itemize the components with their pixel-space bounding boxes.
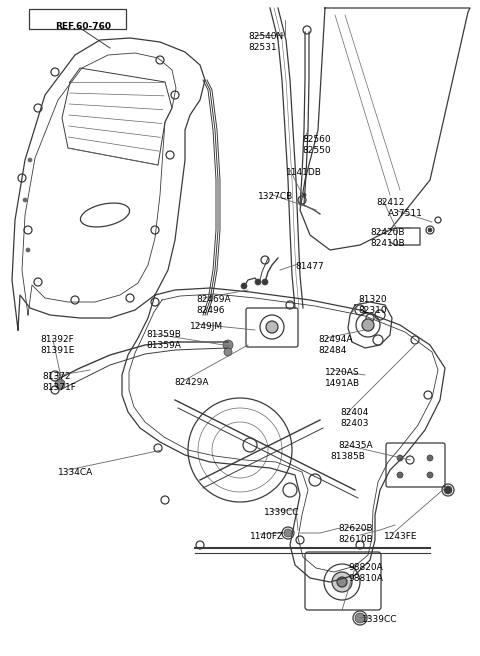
Text: 82410B: 82410B <box>370 239 405 248</box>
Circle shape <box>428 228 432 232</box>
Text: 82469A: 82469A <box>196 295 230 304</box>
Circle shape <box>427 472 433 478</box>
Text: 81320: 81320 <box>358 295 386 304</box>
Circle shape <box>397 455 403 461</box>
Text: 82420B: 82420B <box>370 228 405 237</box>
Text: 1141DB: 1141DB <box>286 168 322 177</box>
Circle shape <box>223 340 233 350</box>
Text: 1334CA: 1334CA <box>58 468 93 477</box>
Circle shape <box>262 279 268 285</box>
Circle shape <box>337 577 347 587</box>
Text: 1327CB: 1327CB <box>258 192 293 201</box>
Circle shape <box>241 283 247 289</box>
Text: 1339CC: 1339CC <box>264 508 300 517</box>
Text: 82550: 82550 <box>302 146 331 155</box>
Text: A37511: A37511 <box>388 209 423 218</box>
Circle shape <box>224 348 232 356</box>
Text: 1220AS: 1220AS <box>325 368 360 377</box>
Circle shape <box>284 529 292 537</box>
Circle shape <box>332 572 352 592</box>
Text: 82412: 82412 <box>376 198 404 207</box>
Text: 82560: 82560 <box>302 135 331 144</box>
Text: 82429A: 82429A <box>174 378 208 387</box>
Circle shape <box>26 248 30 252</box>
Text: 82435A: 82435A <box>338 441 372 450</box>
Text: 81385B: 81385B <box>330 452 365 461</box>
Text: 1491AB: 1491AB <box>325 379 360 388</box>
Text: 81477: 81477 <box>295 262 324 271</box>
Text: 81359A: 81359A <box>146 341 181 350</box>
Text: 82404: 82404 <box>340 408 368 417</box>
Text: 82403: 82403 <box>340 419 369 428</box>
Circle shape <box>55 379 65 389</box>
Text: 82484: 82484 <box>318 346 347 355</box>
Text: 98810A: 98810A <box>348 574 383 583</box>
Text: 81359B: 81359B <box>146 330 181 339</box>
Text: REF.60-760: REF.60-760 <box>55 22 111 31</box>
Text: 81392F: 81392F <box>40 335 74 344</box>
Circle shape <box>444 486 452 494</box>
Circle shape <box>23 198 27 202</box>
Text: 82531: 82531 <box>248 43 276 52</box>
Circle shape <box>255 279 261 285</box>
Text: 81391E: 81391E <box>40 346 74 355</box>
Text: 1249JM: 1249JM <box>190 322 223 331</box>
Text: 1243FE: 1243FE <box>384 532 418 541</box>
Text: 82494A: 82494A <box>318 335 352 344</box>
Text: 81371F: 81371F <box>42 383 76 392</box>
Text: 82540N: 82540N <box>248 32 283 41</box>
Text: 81372: 81372 <box>42 372 71 381</box>
Text: 82610B: 82610B <box>338 535 373 544</box>
Text: 82310: 82310 <box>358 306 386 315</box>
Text: 98820A: 98820A <box>348 563 383 572</box>
Circle shape <box>355 613 365 623</box>
Circle shape <box>427 455 433 461</box>
Circle shape <box>28 158 32 162</box>
Text: 1339CC: 1339CC <box>362 615 397 624</box>
Circle shape <box>362 319 374 331</box>
Circle shape <box>302 193 306 197</box>
Text: 82496: 82496 <box>196 306 225 315</box>
Circle shape <box>266 321 278 333</box>
Text: 82620B: 82620B <box>338 524 372 533</box>
Circle shape <box>397 472 403 478</box>
Text: 1140FZ: 1140FZ <box>250 532 284 541</box>
